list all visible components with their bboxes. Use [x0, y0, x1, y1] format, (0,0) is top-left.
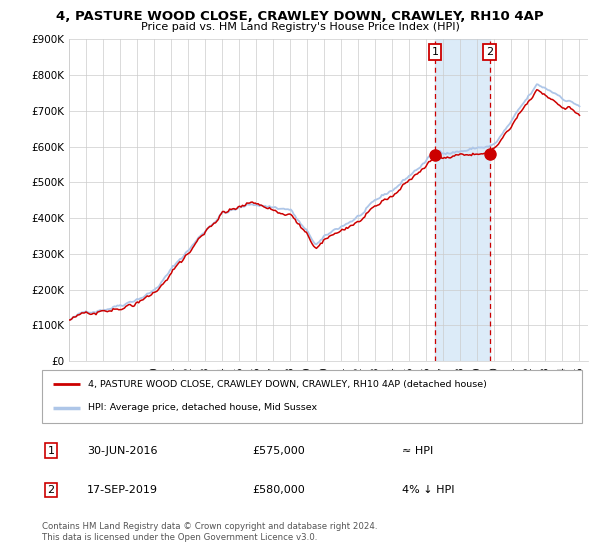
Text: 4% ↓ HPI: 4% ↓ HPI [402, 485, 455, 495]
Text: £580,000: £580,000 [252, 485, 305, 495]
Text: 17-SEP-2019: 17-SEP-2019 [87, 485, 158, 495]
Text: 1: 1 [47, 446, 55, 456]
Text: £575,000: £575,000 [252, 446, 305, 456]
Text: ≈ HPI: ≈ HPI [402, 446, 433, 456]
Text: 1: 1 [431, 46, 439, 57]
Text: This data is licensed under the Open Government Licence v3.0.: This data is licensed under the Open Gov… [42, 533, 317, 542]
Text: 4, PASTURE WOOD CLOSE, CRAWLEY DOWN, CRAWLEY, RH10 4AP: 4, PASTURE WOOD CLOSE, CRAWLEY DOWN, CRA… [56, 10, 544, 23]
Text: 30-JUN-2016: 30-JUN-2016 [87, 446, 157, 456]
Text: 4, PASTURE WOOD CLOSE, CRAWLEY DOWN, CRAWLEY, RH10 4AP (detached house): 4, PASTURE WOOD CLOSE, CRAWLEY DOWN, CRA… [88, 380, 487, 389]
Text: 2: 2 [47, 485, 55, 495]
Text: Price paid vs. HM Land Registry's House Price Index (HPI): Price paid vs. HM Land Registry's House … [140, 22, 460, 32]
Text: Contains HM Land Registry data © Crown copyright and database right 2024.: Contains HM Land Registry data © Crown c… [42, 522, 377, 531]
Bar [435, 39, 490, 361]
Text: 2: 2 [486, 46, 493, 57]
Text: HPI: Average price, detached house, Mid Sussex: HPI: Average price, detached house, Mid … [88, 403, 317, 412]
